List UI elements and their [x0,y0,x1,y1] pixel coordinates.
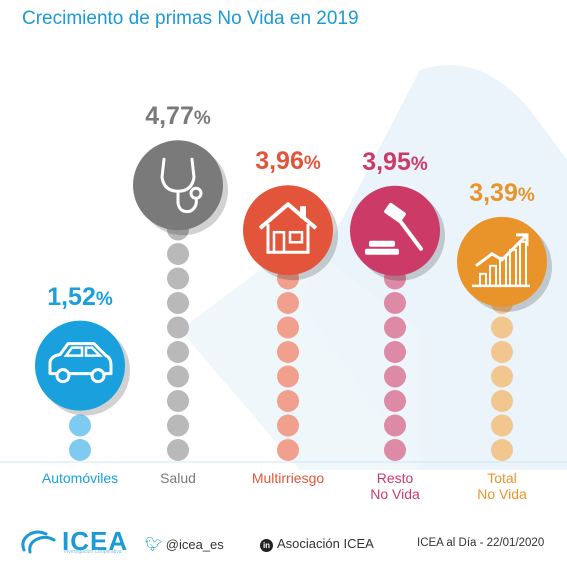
linkedin-text: Asociación ICEA [277,536,374,551]
bead [384,414,406,437]
category-label-line: No Vida [477,486,527,502]
bead [277,341,299,363]
bead [277,390,299,412]
bead [69,439,91,461]
value-unit: % [95,288,113,310]
bead [491,390,513,412]
bar-4 [350,185,445,461]
twitter-icon: 🐦︎ [145,536,163,552]
value-number: 1,52 [47,282,96,311]
stethoscope-icon [160,157,203,214]
bead [167,365,189,388]
twitter-text: @icea_es [165,537,224,552]
linkedin-link[interactable]: in Asociación ICEA [260,536,374,552]
bead [491,316,513,339]
category-label-line: Salud [160,470,196,486]
bead [167,267,189,290]
bead [167,414,189,437]
category-label: Resto No Vida [340,470,450,502]
bead [167,243,189,265]
category-label-line: Resto [376,470,414,486]
icea-logo: ICEA Investigación Cooperativa [18,526,127,556]
bead [167,292,189,314]
value-label: 1,52% [30,283,130,312]
bead [384,365,406,388]
category-label-line: Automóviles [41,470,119,486]
value-circle [133,140,223,231]
bead [384,390,406,412]
chart-title: Crecimiento de primas No Vida en 2019 [22,8,359,29]
bead [384,439,406,461]
value-unit: % [303,153,321,175]
bead [167,316,189,339]
category-label-line: No Vida [370,486,420,502]
bead [69,414,91,437]
value-unit: % [517,184,535,206]
value-label: 3,96% [238,147,338,176]
growth-chart-icon [472,233,530,288]
value-unit: % [410,153,428,175]
bead [491,365,513,388]
bead [384,341,406,363]
bead [491,341,513,363]
value-label: 3,39% [452,179,552,208]
gavel-icon [365,202,423,255]
value-circle [350,185,440,276]
twitter-handle[interactable]: 🐦︎ @icea_es [145,536,224,553]
value-unit: % [193,108,211,130]
value-number: 4,77 [145,102,194,131]
house-icon [258,202,318,254]
bead [167,341,189,363]
value-circle [243,185,333,276]
value-label: 4,77% [128,102,228,131]
car-icon [48,342,113,384]
icea-logo-icon [21,530,56,554]
bead [491,439,513,461]
logo-wordmark: ICEA [62,526,129,556]
category-label-line: Total [487,470,517,486]
logo-subtitle: Investigación Cooperativa [64,549,122,555]
value-number: 3,96 [255,147,304,176]
value-circle [35,320,125,411]
bead [277,292,299,314]
chart-area [0,140,567,463]
footer-credit: ICEA al Día - 22/01/2020 [417,537,545,549]
value-number: 3,95 [362,147,411,176]
value-circle [457,216,547,307]
bar-3 [243,185,338,461]
category-label: Automóviles [25,470,135,486]
bead [491,414,513,437]
category-label: Salud [123,470,233,486]
category-label: Multirriesgo [233,470,343,486]
bead [277,316,299,339]
bead [384,292,406,314]
value-number: 3,39 [469,178,518,207]
bead [167,439,189,461]
linkedin-icon: in [260,539,273,552]
category-label: Total No Vida [447,470,557,502]
bar-2 [133,140,228,461]
category-label-line: Multirriesgo [251,470,325,486]
bead [277,414,299,437]
bead [384,316,406,339]
value-label: 3,95% [345,148,445,177]
bead [277,439,299,461]
bar-1 [35,320,130,461]
bead [277,365,299,388]
bar-5 [457,216,552,461]
bead [167,390,189,412]
